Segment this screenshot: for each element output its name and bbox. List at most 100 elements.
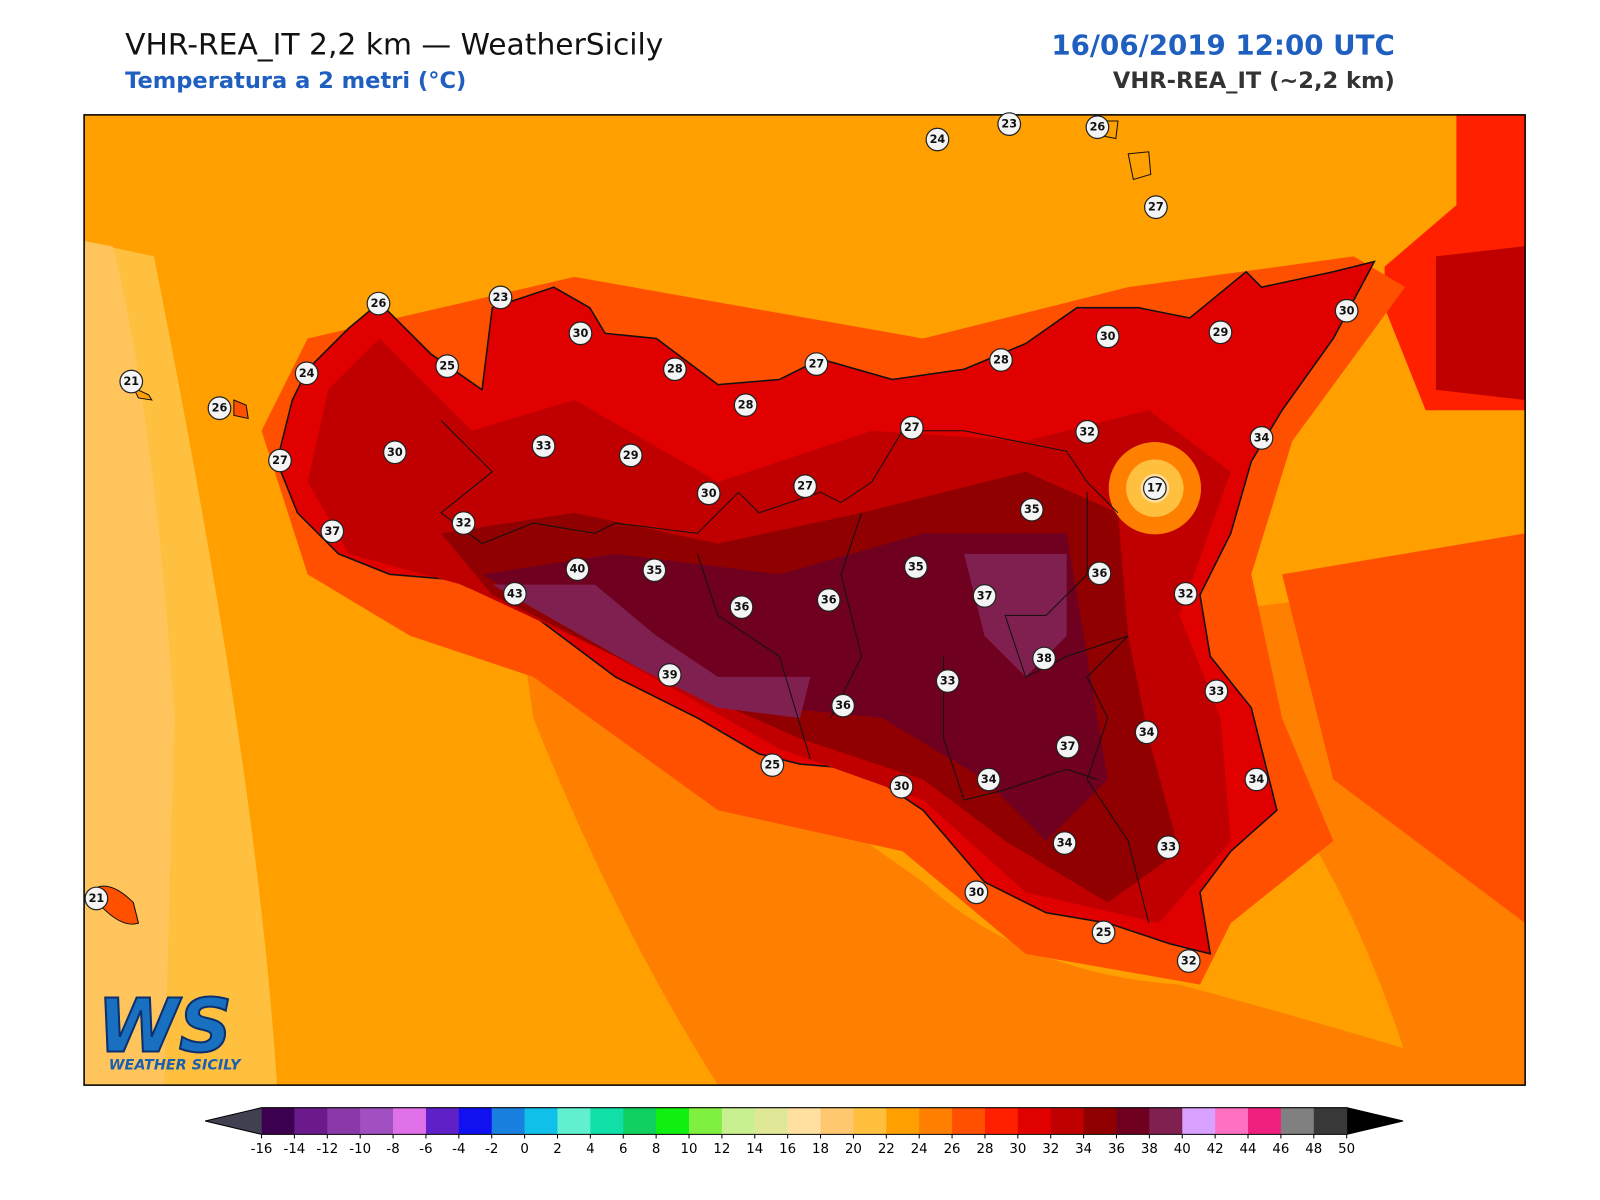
station-marker: [1334, 298, 1359, 323]
colorbar-segment: [952, 1107, 986, 1135]
colorbar-tick-label: -2: [485, 1142, 498, 1157]
colorbar-tick-label: 18: [812, 1142, 829, 1157]
colorbar-segment: [787, 1107, 822, 1135]
station-value: 29: [1213, 326, 1229, 339]
stations: 21 26 24 26 25 23 30 28 27 28 30 29 30 24 23 26 27 27 30 33…: [84, 112, 1359, 973]
station-value: 27: [1148, 201, 1164, 214]
colorbar-segment: [1313, 1107, 1348, 1135]
station-value: 35: [1024, 503, 1040, 516]
station-marker: [502, 581, 527, 606]
station-marker: [831, 693, 855, 718]
colorbar-tick-label: -6: [419, 1142, 432, 1157]
colorbar-tick-label: 28: [976, 1142, 993, 1157]
colorbar-segment: [1116, 1107, 1150, 1135]
station-value: 32: [1181, 955, 1197, 968]
colorbar-tick-label: 12: [713, 1142, 730, 1157]
station-value: 24: [299, 367, 315, 380]
station-value: 21: [123, 375, 139, 388]
station-value: 35: [908, 561, 924, 574]
station-marker: [1208, 320, 1233, 345]
colorbar-tick-label: -14: [284, 1142, 306, 1157]
colorbar-tick-label: -10: [349, 1142, 371, 1157]
colorbar-tick-label: -4: [452, 1142, 465, 1157]
colorbar-tick-label: 36: [1108, 1142, 1125, 1157]
colorbar-segment: [623, 1107, 657, 1135]
station-marker: [1095, 324, 1120, 349]
station-marker: [119, 369, 144, 394]
subtitle: Temperatura a 2 metri (°C): [125, 68, 466, 94]
station-marker: [662, 357, 687, 382]
station-marker: [488, 285, 513, 310]
colorbar-segment: [524, 1107, 558, 1135]
station-value: 30: [894, 780, 910, 793]
station-value: 38: [1036, 652, 1052, 665]
colorbar-segment: [590, 1107, 624, 1135]
colorbar-segment: [294, 1107, 328, 1135]
station-marker: [976, 767, 1001, 792]
station-value: 34: [1139, 726, 1155, 739]
station-marker: [642, 558, 667, 583]
colorbar-tick-label: 24: [911, 1142, 928, 1157]
colorbar-tick-label: 44: [1240, 1142, 1257, 1157]
station-marker: [1144, 195, 1168, 220]
colorbar-tick-label: 0: [520, 1142, 528, 1157]
station-marker: [1019, 497, 1044, 522]
colorbar-segment: [458, 1107, 493, 1135]
station-value: 37: [977, 589, 993, 602]
colorbar-segment: [1050, 1107, 1085, 1135]
station-value: 34: [1057, 837, 1073, 850]
station-value: 43: [507, 587, 523, 600]
station-value: 23: [1001, 118, 1017, 131]
colorbar-segment: [360, 1107, 394, 1135]
logo-mark: WS: [97, 983, 232, 1069]
colorbar-segment: [393, 1107, 427, 1135]
station-value: 27: [809, 358, 825, 371]
colorbar-tick-label: -12: [316, 1142, 338, 1157]
station-value: 28: [993, 354, 1009, 367]
station-marker: [366, 291, 391, 316]
colorbar-segment: [919, 1107, 953, 1135]
station-value: 33: [1160, 841, 1176, 854]
colorbar-tick-label: -8: [386, 1142, 399, 1157]
colorbar-tick-label: 22: [878, 1142, 895, 1157]
station-marker: [268, 448, 292, 473]
station-marker: [207, 396, 232, 421]
colorbar-segment: [261, 1107, 295, 1135]
station-value: 25: [1096, 926, 1112, 939]
station-marker: [1142, 476, 1167, 501]
station-value: 36: [734, 601, 750, 614]
station-marker: [889, 774, 914, 799]
colorbar-tick-label: 6: [619, 1142, 627, 1157]
colorbar-tick-label: 40: [1174, 1142, 1191, 1157]
model: VHR-REA_IT (~2,2 km): [1113, 68, 1395, 94]
station-marker: [903, 555, 928, 580]
colorbar-segment: [1083, 1107, 1118, 1135]
station-value: 36: [835, 699, 851, 712]
date: 16/06/2019 12:00 UTC: [1051, 28, 1394, 61]
station-value: 25: [764, 759, 780, 772]
station-value: 33: [536, 440, 552, 453]
station-value: 32: [456, 517, 472, 530]
colorbar: -16 -14 -12 -10 -8 -6 -4 -2 0 2 4 6 8 10 12 14 16 18 20 22 2…: [205, 1107, 1404, 1157]
station-marker: [1249, 426, 1274, 450]
station-value: 26: [212, 402, 228, 415]
station-marker: [435, 354, 460, 379]
station-value: 17: [1147, 482, 1163, 495]
station-value: 36: [821, 594, 837, 607]
station-marker: [1055, 734, 1080, 759]
colorbar-tick-label: 26: [944, 1142, 961, 1157]
colorbar-segment: [754, 1107, 789, 1135]
station-marker: [1176, 949, 1201, 973]
station-value: 30: [573, 327, 589, 340]
station-value: 37: [324, 525, 340, 538]
station-marker: [1134, 720, 1159, 745]
station-marker: [1087, 561, 1112, 586]
colorbar-segment: [1149, 1107, 1183, 1135]
station-value: 27: [797, 480, 813, 493]
station-value: 26: [1090, 121, 1106, 134]
colorbar-segment: [425, 1107, 460, 1135]
colorbar-tick-label: -16: [251, 1142, 273, 1157]
station-marker: [1085, 115, 1110, 140]
station-value: 35: [647, 564, 663, 577]
